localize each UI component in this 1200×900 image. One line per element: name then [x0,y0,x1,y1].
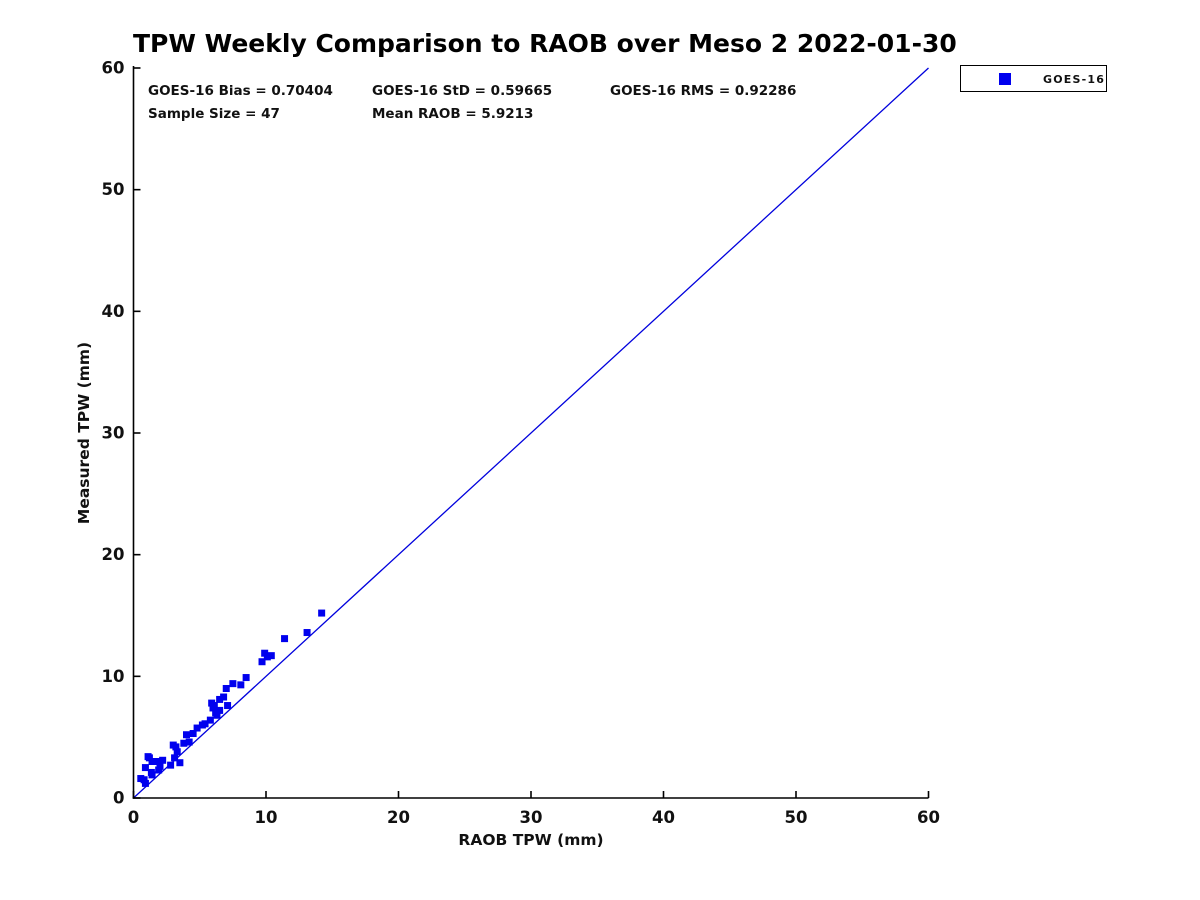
data-point [229,680,237,688]
data-point [148,758,156,765]
data-point [261,649,269,657]
data-point [216,706,224,714]
x-tick-label: 60 [917,808,940,827]
chart-title: TPW Weekly Comparison to RAOB over Meso … [133,29,957,58]
y-tick-label: 10 [102,667,125,686]
data-point [156,762,164,770]
data-point [183,731,190,739]
data-point [159,756,167,764]
data-point [185,738,193,746]
data-point [173,748,181,756]
data-point [216,695,224,703]
data-point [258,658,266,666]
data-point [153,758,161,765]
data-point [263,653,271,661]
stat-rms: GOES-16 RMS = 0.92286 [610,83,797,99]
y-axis-label: Measured TPW (mm) [75,341,93,525]
data-point [176,759,184,767]
stat-std: GOES-16 StD = 0.59665 [372,83,553,99]
data-point [281,635,289,643]
y-tick-label: 0 [113,789,124,808]
data-point [242,674,250,682]
data-point [193,724,201,732]
data-point [206,716,214,724]
data-point [140,776,148,784]
y-tick-label: 30 [102,424,125,443]
x-tick-label: 40 [652,808,675,827]
x-tick-label: 30 [520,808,543,827]
stat-bias: GOES-16 Bias = 0.70404 [148,83,333,99]
data-point [171,754,179,762]
data-point [155,766,163,774]
data-point [318,609,326,617]
legend-label: GOES-16 [1043,73,1106,86]
y-tick-label: 20 [102,545,125,564]
x-axis-label: RAOB TPW (mm) [458,831,604,849]
legend-marker-square-icon [999,73,1011,85]
data-point [237,681,245,689]
x-tick-label: 20 [387,808,410,827]
data-point [222,685,230,692]
data-point [224,702,232,710]
data-point [189,730,197,738]
data-point [145,754,153,762]
y-tick-label: 50 [102,180,125,199]
data-point [141,779,149,787]
x-tick-label: 10 [255,808,278,827]
x-tick-label: 50 [785,808,808,827]
identity-line [133,67,929,799]
x-tick-label: 0 [128,808,139,827]
data-point [180,739,188,747]
stat-mean-raob: Mean RAOB = 5.9213 [372,106,534,122]
data-point [220,693,228,701]
data-point [167,761,175,769]
data-point [172,743,180,751]
data-point [148,771,156,779]
data-point [303,629,311,637]
data-point [141,764,149,772]
y-tick-label: 60 [102,59,125,78]
data-point [213,711,221,719]
data-point [201,720,209,728]
stat-sample-size: Sample Size = 47 [148,106,280,122]
data-point [210,702,218,710]
data-point [267,652,275,660]
y-tick-label: 40 [102,302,125,321]
legend: GOES-16 [960,65,1107,92]
